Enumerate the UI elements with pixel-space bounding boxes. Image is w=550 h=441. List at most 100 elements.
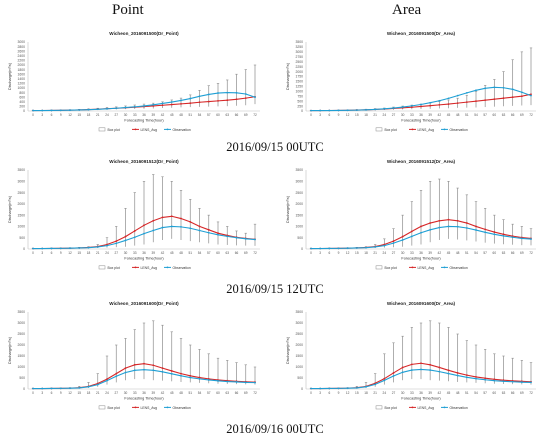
x-tick-label-1: 3 bbox=[319, 251, 321, 255]
x-tick-label-21: 63 bbox=[225, 251, 229, 255]
x-tick-label-20: 60 bbox=[493, 391, 497, 395]
y-tick-label-2: 500 bbox=[297, 99, 303, 103]
series-1-point-3 bbox=[59, 247, 62, 250]
y-tick-label-6: 3000 bbox=[17, 321, 25, 325]
series-0-point-15 bbox=[170, 103, 173, 106]
series-0-point-17 bbox=[465, 101, 468, 104]
series-0-point-23 bbox=[520, 95, 523, 98]
legend-marker-obs bbox=[166, 406, 169, 409]
y-tick-label-0: 0 bbox=[301, 109, 303, 113]
series-1-point-15 bbox=[170, 372, 173, 375]
series-0-point-10 bbox=[401, 366, 404, 369]
series-0-point-15 bbox=[447, 218, 450, 221]
series-0-point-17 bbox=[465, 222, 468, 224]
series-0-point-11 bbox=[410, 106, 413, 109]
legend-marker-obs bbox=[166, 128, 169, 131]
x-tick-label-22: 66 bbox=[511, 391, 515, 395]
legend-label-box: Box plot bbox=[385, 128, 397, 132]
y-tick-label-3: 750 bbox=[297, 94, 303, 98]
series-1-point-0 bbox=[32, 109, 34, 112]
x-tick-label-6: 18 bbox=[364, 113, 368, 117]
y-tick-label-2: 1000 bbox=[295, 365, 303, 369]
series-1-point-7 bbox=[374, 383, 377, 386]
series-1-point-12 bbox=[420, 368, 422, 371]
legend-label-lens: LENS_Avg bbox=[141, 266, 158, 270]
series-1-point-1 bbox=[319, 109, 322, 112]
series-1-point-23 bbox=[520, 91, 523, 94]
y-tick-label-5: 2500 bbox=[17, 191, 25, 195]
y-tick-label-1: 500 bbox=[19, 376, 25, 380]
series-0-point-13 bbox=[429, 104, 432, 107]
series-1-point-5 bbox=[78, 109, 81, 111]
series-1-point-14 bbox=[438, 99, 441, 102]
series-1-point-12 bbox=[420, 231, 422, 234]
series-1-point-16 bbox=[180, 225, 182, 228]
legend-swatch-box bbox=[375, 127, 383, 132]
series-1-point-17 bbox=[189, 227, 192, 230]
y-tick-label-13: 3250 bbox=[295, 45, 303, 49]
x-tick-label-0: 0 bbox=[32, 113, 34, 117]
series-0-point-8 bbox=[106, 378, 108, 380]
x-tick-label-8: 24 bbox=[105, 391, 109, 395]
legend-marker-obs bbox=[443, 406, 446, 409]
x-tick-label-11: 33 bbox=[410, 391, 414, 395]
x-tick-label-7: 21 bbox=[373, 391, 377, 395]
y-tick-label-10: 2000 bbox=[17, 63, 25, 67]
x-tick-label-24: 72 bbox=[253, 391, 257, 395]
x-tick-label-8: 24 bbox=[383, 113, 387, 117]
x-tick-label-9: 27 bbox=[114, 391, 118, 395]
series-1-point-21 bbox=[226, 380, 229, 383]
y-tick-label-5: 1250 bbox=[295, 85, 303, 89]
y-tick-label-4: 2000 bbox=[17, 343, 25, 347]
series-0-point-14 bbox=[161, 367, 164, 369]
legend-marker-obs bbox=[443, 128, 446, 131]
series-1-point-21 bbox=[226, 91, 229, 94]
series-1-point-10 bbox=[124, 106, 127, 109]
y-tick-label-4: 2000 bbox=[17, 202, 25, 206]
series-0-point-13 bbox=[429, 363, 432, 366]
x-tick-label-4: 12 bbox=[68, 113, 72, 117]
series-1-point-1 bbox=[319, 387, 322, 390]
series-1-point-6 bbox=[365, 385, 367, 388]
y-tick-label-6: 1200 bbox=[17, 82, 25, 86]
series-0-point-20 bbox=[217, 99, 219, 102]
x-tick-label-21: 63 bbox=[502, 391, 506, 395]
series-0-point-15 bbox=[170, 370, 173, 372]
x-tick-label-5: 15 bbox=[77, 391, 81, 395]
series-1-point-9 bbox=[115, 242, 118, 245]
x-tick-label-1: 3 bbox=[319, 113, 321, 117]
series-1-point-10 bbox=[401, 106, 404, 108]
x-tick-label-14: 42 bbox=[161, 113, 165, 117]
series-1-point-19 bbox=[484, 378, 487, 381]
x-tick-label-16: 48 bbox=[179, 113, 183, 117]
series-1-point-11 bbox=[133, 236, 136, 239]
x-tick-label-9: 27 bbox=[114, 251, 118, 255]
series-1-point-19 bbox=[207, 379, 210, 381]
chart-title: Wicheon_2016091500(Dr_Area) bbox=[387, 31, 456, 36]
series-0-point-12 bbox=[420, 105, 422, 108]
x-axis-label: Forecasting Time(hour) bbox=[124, 257, 164, 261]
y-tick-label-0: 0 bbox=[23, 387, 25, 391]
x-tick-label-13: 39 bbox=[428, 391, 432, 395]
legend: Box plot LENS_Avg Observation bbox=[375, 265, 468, 270]
series-0-point-11 bbox=[133, 230, 136, 232]
x-tick-label-0: 0 bbox=[310, 113, 312, 117]
series-0-point-20 bbox=[493, 231, 496, 233]
series-0-point-15 bbox=[170, 215, 173, 218]
x-tick-label-4: 12 bbox=[346, 251, 350, 255]
column-header-point: Point bbox=[112, 2, 144, 18]
y-tick-label-4: 800 bbox=[19, 91, 25, 95]
series-0-point-20 bbox=[217, 232, 219, 235]
series-1-point-0 bbox=[310, 109, 312, 112]
y-tick-label-0: 0 bbox=[23, 109, 25, 113]
series-0-point-11 bbox=[133, 363, 136, 366]
x-tick-label-8: 24 bbox=[105, 251, 109, 255]
series-0-point-19 bbox=[484, 228, 487, 231]
x-tick-label-10: 30 bbox=[124, 251, 128, 255]
series-1-point-13 bbox=[152, 369, 155, 372]
y-tick-label-3: 1500 bbox=[17, 354, 25, 358]
series-1-point-2 bbox=[328, 387, 331, 390]
row-label-0: 2016/09/15 00UTC bbox=[226, 140, 324, 154]
x-tick-label-21: 63 bbox=[225, 113, 229, 117]
legend: Box plot LENS_Avg Observation bbox=[98, 127, 191, 132]
